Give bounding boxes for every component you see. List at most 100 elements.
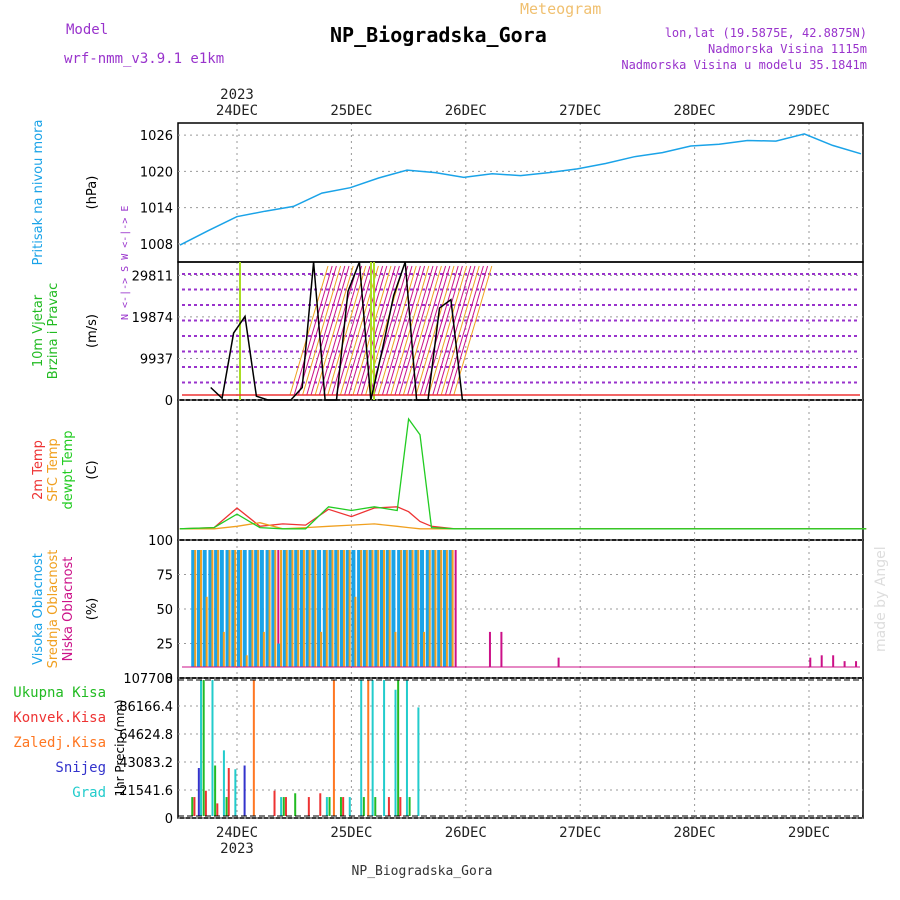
precip-bar — [273, 790, 276, 816]
bottom-day-label: 24DEC — [216, 825, 258, 841]
cloud-bar — [445, 550, 448, 667]
precip-bar — [348, 797, 351, 816]
top-day-label: 28DEC — [674, 103, 716, 119]
cloud-bar — [360, 550, 363, 667]
top-day-label: 25DEC — [330, 103, 372, 119]
cloud-bar — [202, 550, 207, 667]
cloud-bar — [251, 550, 254, 667]
cloud-bar — [199, 550, 202, 667]
wind-direction-stroke — [369, 265, 409, 396]
cloud-bar — [194, 550, 197, 667]
y-axis-label: SFC Temp — [46, 438, 61, 502]
cloud-bar — [411, 550, 414, 667]
wind-direction-stroke — [306, 265, 346, 396]
bottom-day-label: 26DEC — [445, 825, 487, 841]
cloud-bar — [308, 550, 311, 667]
precip-bar — [252, 680, 255, 816]
wind-direction-stroke — [318, 265, 358, 396]
precip-bar — [280, 797, 283, 816]
cloud-bar — [248, 550, 253, 667]
y-tick-label: 9937 — [140, 352, 173, 367]
wind-speed-line — [210, 261, 464, 401]
cloud-bar — [374, 550, 379, 667]
wind-direction-stroke — [394, 265, 434, 396]
cloud-bar — [437, 550, 442, 667]
top-day-label: 26DEC — [445, 103, 487, 119]
precip-bar — [332, 680, 335, 816]
y-tick-label: 1026 — [140, 129, 173, 144]
cloud-bar — [257, 550, 260, 667]
cloud-bar — [339, 550, 344, 667]
y-axis-label: 1hr Precip (mm) — [113, 699, 127, 796]
y-tick-label: 1008 — [140, 238, 173, 253]
cloud-bar — [322, 550, 327, 667]
bottom-year-label: 2023 — [220, 841, 254, 857]
meteogram-label: Meteogram — [520, 0, 601, 18]
wind-direction-stroke — [377, 265, 417, 396]
legend-label: Snijeg — [55, 760, 106, 776]
cloud-bar — [208, 550, 213, 667]
y-axis-label: 10m Vjetar — [31, 294, 46, 367]
y-tick-label: 19874 — [132, 311, 173, 326]
wind-direction-stroke — [327, 265, 367, 396]
cloud-bar — [394, 631, 397, 667]
cloud-bar — [337, 550, 340, 667]
precip-bar — [200, 680, 203, 816]
cloud-bar — [431, 550, 436, 667]
cloud-bar — [342, 550, 345, 667]
cloud-bar — [331, 550, 334, 667]
precip-bar — [399, 797, 402, 816]
precip-bar — [204, 790, 207, 816]
cloud-bar — [191, 550, 196, 667]
y-tick-label: 0 — [165, 812, 173, 827]
y-tick-label: 1020 — [140, 165, 173, 180]
cloud-bar — [820, 655, 823, 667]
precip-bar — [282, 797, 285, 816]
precip-bar — [371, 680, 374, 816]
wind-direction-stroke — [407, 265, 447, 396]
data-layer — [178, 133, 867, 817]
cloud-bar — [388, 550, 391, 667]
y-tick-label: 86166.4 — [119, 700, 173, 715]
cloud-bar — [425, 550, 430, 667]
wind-direction-stroke — [386, 265, 426, 396]
wind-direction-stroke — [289, 265, 329, 396]
cloud-bar — [351, 550, 356, 667]
cloud-bar — [205, 596, 208, 667]
precip-bar — [307, 797, 310, 816]
cloud-bar — [314, 550, 317, 667]
bottom-day-label: 25DEC — [330, 825, 372, 841]
cloud-bar — [311, 550, 316, 667]
cloud-bar — [377, 550, 380, 667]
precip-bar — [397, 680, 400, 816]
precip-bar — [191, 797, 194, 816]
panel-frame — [177, 122, 864, 263]
y-tick-label: 107708 — [123, 672, 173, 687]
precip-bar — [383, 680, 386, 816]
precip-bar — [284, 797, 287, 816]
cloud-bar — [855, 661, 858, 667]
y-axis-label: (m/s) — [85, 314, 100, 348]
wind-direction-stroke — [302, 265, 342, 396]
label-layer: Model wrf-nmm_v3.9.1 e1km Meteogram NP_Biog… — [13, 0, 889, 879]
cloud-bar — [328, 550, 333, 667]
cloud-bar — [214, 550, 219, 667]
panel-frame — [177, 677, 864, 819]
cloud-bar — [397, 550, 402, 667]
cloud-bar — [385, 550, 390, 667]
cloud-bar — [440, 550, 443, 667]
precip-bar — [216, 803, 219, 816]
panel-frame — [177, 261, 864, 401]
cloud-bar — [488, 631, 491, 667]
wind-direction-stroke — [314, 265, 354, 396]
cloud-bar — [434, 550, 437, 667]
wind-direction-stroke — [344, 265, 384, 396]
top-day-label: 24DEC — [216, 103, 258, 119]
y-tick-label: 64624.8 — [119, 728, 173, 743]
precip-bar — [342, 797, 345, 816]
cloud-bar — [348, 550, 351, 667]
cloud-bar — [357, 550, 362, 667]
precip-bar — [325, 797, 328, 816]
cloud-bar — [400, 550, 403, 667]
